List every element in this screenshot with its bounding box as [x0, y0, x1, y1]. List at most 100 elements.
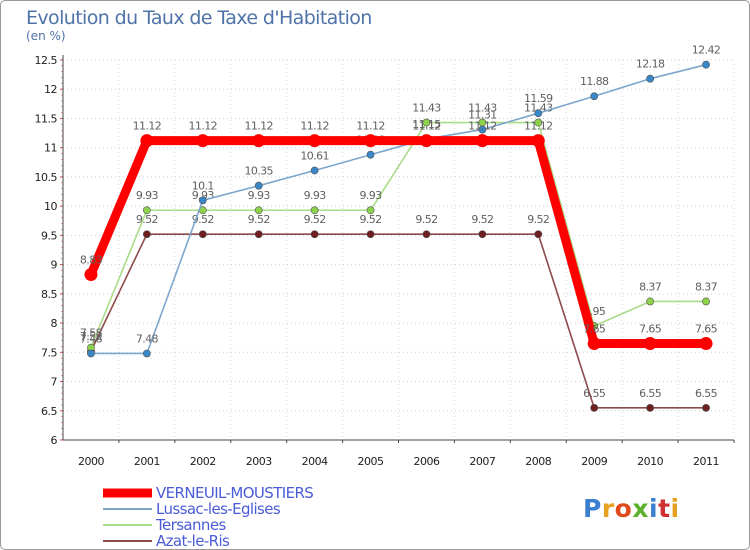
data-label: 7.65 [695, 323, 718, 336]
x-tick-label: 2011 [693, 455, 719, 468]
data-point [475, 134, 489, 148]
data-label: 9.52 [415, 213, 437, 226]
data-point [422, 118, 431, 127]
data-label: 9.93 [136, 189, 159, 202]
data-point [702, 403, 710, 412]
y-tick-label: 11.5 [35, 112, 58, 125]
y-tick-label: 10 [44, 200, 57, 213]
data-label: 7.48 [136, 332, 159, 345]
data-label: 7.65 [639, 323, 662, 336]
data-point [366, 150, 375, 159]
data-point [587, 337, 601, 351]
data-label: 11.59 [524, 92, 553, 105]
data-point [422, 230, 431, 239]
chart-title: Evolution du Taux de Taxe d'Habitation [26, 7, 372, 29]
data-point [87, 349, 95, 358]
data-label: 6.55 [695, 387, 718, 400]
y-tick-label: 8.5 [41, 288, 57, 301]
x-tick-label: 2000 [78, 455, 104, 468]
logo-letter: i [649, 494, 658, 523]
legend-label-1: Lussac-les-Eglises [156, 500, 281, 518]
data-point [254, 206, 263, 215]
data-point [702, 60, 710, 69]
data-point [310, 230, 319, 239]
data-label: 11.12 [524, 120, 553, 133]
data-point [534, 118, 543, 127]
logo-letter: o [615, 494, 633, 523]
series-line [86, 136, 711, 349]
data-label: 9.93 [359, 189, 382, 202]
x-tick-label: 2006 [413, 455, 439, 468]
grid [62, 59, 735, 441]
data-point [140, 134, 154, 148]
data-point [643, 337, 657, 351]
x-tick-label: 2002 [190, 455, 216, 468]
data-point [478, 125, 487, 134]
series-layer: 7.529.52 9.52 9.52 9.52 9.52 9.52 9.52 9.526.55… [80, 44, 721, 412]
series-3: 7.529.52 9.52 9.52 9.52 9.52 9.52 9.52 9.526.55… [80, 213, 718, 412]
x-tick-label: 2003 [246, 455, 272, 468]
logo-letter: r [602, 494, 615, 523]
series-line [90, 233, 707, 409]
data-label: 6.55 [583, 387, 606, 400]
data-label: 9.93 [304, 189, 327, 202]
data-point [198, 196, 207, 205]
data-label: 8.83 [80, 254, 103, 267]
data-label: 11.88 [580, 75, 609, 88]
logo-letter: t [658, 494, 670, 523]
x-tick-label: 2005 [358, 455, 384, 468]
data-label: 8.37 [639, 280, 662, 293]
data-label: 7.48 [80, 332, 103, 345]
logo-letter: P [583, 494, 602, 523]
data-label: 12.18 [636, 58, 665, 71]
data-point [198, 230, 207, 239]
data-point [534, 109, 543, 118]
data-point [531, 134, 545, 148]
data-label: 11.12 [189, 120, 218, 133]
data-label: 9.52 [471, 213, 493, 226]
data-point [364, 134, 378, 148]
data-label: 11.12 [412, 120, 441, 133]
data-point [308, 134, 322, 148]
data-label: 10.61 [300, 149, 329, 162]
data-point [254, 230, 263, 239]
y-tick-label: 9 [51, 259, 58, 272]
data-point [252, 134, 266, 148]
data-label: 7.65 [583, 323, 606, 336]
data-label: 6.55 [639, 387, 662, 400]
logo-letter: x [632, 494, 649, 523]
legend-label-3: Azat-le-Ris [156, 532, 230, 550]
series-line [90, 121, 707, 349]
y-tick-label: 12.5 [35, 54, 58, 67]
data-label: 11.12 [356, 120, 385, 133]
data-point [142, 349, 151, 358]
data-point [534, 230, 543, 239]
data-label: 11.15 [412, 118, 441, 131]
data-point [196, 134, 210, 148]
data-point [478, 230, 487, 239]
series-line [90, 63, 707, 355]
series-1: 7.487.4810.110.3510.6110.8811.1511.3111.… [80, 44, 721, 358]
logo-letter: i [671, 494, 680, 523]
x-tick-label: 2008 [525, 455, 551, 468]
y-tick-label: 11 [44, 142, 57, 155]
data-point [84, 268, 98, 282]
data-point [142, 230, 151, 239]
data-label: 11.12 [244, 120, 273, 133]
data-label: 12.42 [692, 44, 721, 57]
data-label: 9.52 [304, 213, 326, 226]
data-label: 9.52 [248, 213, 270, 226]
y-tick-label: 10.5 [35, 171, 58, 184]
data-point [310, 166, 319, 175]
data-label: 10.35 [244, 165, 273, 178]
data-label: 11.31 [468, 109, 497, 122]
y-tick-label: 6 [51, 434, 58, 447]
data-point [366, 206, 375, 215]
x-tick-label: 2010 [637, 455, 663, 468]
x-tick-label: 2009 [581, 455, 607, 468]
data-point [310, 206, 319, 215]
